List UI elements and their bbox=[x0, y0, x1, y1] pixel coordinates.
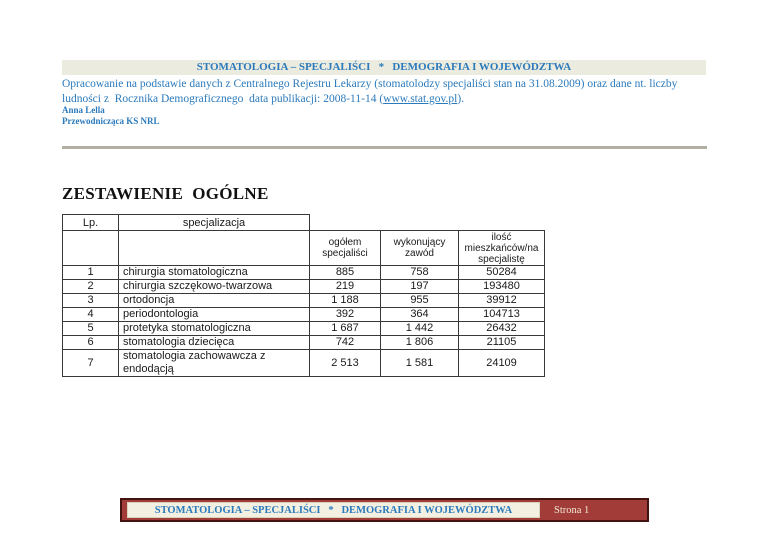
row-total: 1 188 bbox=[309, 293, 381, 308]
row-per-capita: 39912 bbox=[458, 293, 545, 308]
summary-table-container: Lp. specjalizacja ogółem specjaliści wyk… bbox=[62, 214, 545, 377]
row-total: 2 513 bbox=[309, 349, 381, 377]
row-total: 392 bbox=[309, 307, 381, 322]
footer-title: STOMATOLOGIA – SPECJALIŚCI * DEMOGRAFIA … bbox=[127, 502, 540, 518]
row-total: 885 bbox=[309, 265, 381, 280]
document-title-band: STOMATOLOGIA – SPECJALIŚCI * DEMOGRAFIA … bbox=[62, 60, 706, 75]
row-per-capita: 21105 bbox=[458, 335, 545, 350]
row-working: 364 bbox=[380, 307, 459, 322]
table-row: 3 ortodoncja 1 188 955 39912 bbox=[62, 293, 545, 308]
intro-line2-after-link: ). bbox=[457, 92, 465, 105]
intro-paragraph: Opracowanie na podstawie danych z Centra… bbox=[62, 77, 712, 106]
row-specialization: chirurgia stomatologiczna bbox=[118, 265, 310, 280]
table-row: 4 periodontologia 392 364 104713 bbox=[62, 307, 545, 322]
row-specialization: ortodoncja bbox=[118, 293, 310, 308]
author-name: Anna Lella bbox=[62, 105, 105, 115]
row-lp: 4 bbox=[62, 307, 119, 322]
row-lp: 1 bbox=[62, 265, 119, 280]
header-empty-specialization bbox=[118, 230, 310, 266]
row-specialization: protetyka stomatologiczna bbox=[118, 321, 310, 336]
row-total: 219 bbox=[309, 279, 381, 294]
table-row: 2 chirurgia szczękowo-twarzowa 219 197 1… bbox=[62, 279, 545, 294]
page-footer: STOMATOLOGIA – SPECJALIŚCI * DEMOGRAFIA … bbox=[120, 498, 649, 522]
row-working: 955 bbox=[380, 293, 459, 308]
row-per-capita: 104713 bbox=[458, 307, 545, 322]
row-working: 1 581 bbox=[380, 349, 459, 377]
stat-gov-link[interactable]: www.stat.gov.pl bbox=[383, 92, 458, 105]
author-role: Przewodnicząca KS NRL bbox=[62, 116, 160, 126]
row-specialization: periodontologia bbox=[118, 307, 310, 322]
row-specialization: stomatologia zachowawcza z endodącją bbox=[118, 349, 310, 377]
header-specialization: specjalizacja bbox=[118, 214, 310, 231]
row-lp: 6 bbox=[62, 335, 119, 350]
table-row: 6 stomatologia dziecięca 742 1 806 21105 bbox=[62, 335, 545, 350]
table-header-row-1: Lp. specjalizacja bbox=[62, 214, 545, 231]
row-per-capita: 24109 bbox=[458, 349, 545, 377]
header-lp: Lp. bbox=[62, 214, 119, 231]
section-heading: ZESTAWIENIE OGÓLNE bbox=[62, 184, 269, 203]
row-working: 1 442 bbox=[380, 321, 459, 336]
header-working: wykonujący zawód bbox=[380, 230, 459, 266]
row-specialization: stomatologia dziecięca bbox=[118, 335, 310, 350]
intro-line2-before-link: ludności z Rocznika Demograficznego data… bbox=[62, 92, 384, 105]
intro-line1: Opracowanie na podstawie danych z Centra… bbox=[62, 78, 678, 90]
row-lp: 3 bbox=[62, 293, 119, 308]
footer-page-number: Strona 1 bbox=[554, 504, 590, 516]
row-lp: 7 bbox=[62, 349, 119, 377]
table-header-row-2: ogółem specjaliści wykonujący zawód iloś… bbox=[62, 230, 545, 266]
table-row: 7 stomatologia zachowawcza z endodącją 2… bbox=[62, 349, 545, 377]
row-specialization: chirurgia szczękowo-twarzowa bbox=[118, 279, 310, 294]
row-lp: 5 bbox=[62, 321, 119, 336]
row-total: 742 bbox=[309, 335, 381, 350]
header-total-specialists: ogółem specjaliści bbox=[309, 230, 381, 266]
row-working: 197 bbox=[380, 279, 459, 294]
signature-block: Anna Lella Przewodnicząca KS NRL bbox=[62, 105, 159, 127]
horizontal-rule bbox=[62, 146, 707, 149]
row-per-capita: 26432 bbox=[458, 321, 545, 336]
row-per-capita: 193480 bbox=[458, 279, 545, 294]
summary-table: Lp. specjalizacja ogółem specjaliści wyk… bbox=[62, 214, 545, 377]
table-row: 5 protetyka stomatologiczna 1 687 1 442 … bbox=[62, 321, 545, 336]
row-lp: 2 bbox=[62, 279, 119, 294]
header-per-capita: ilość mieszkańców/na specjalistę bbox=[458, 230, 545, 266]
row-per-capita: 50284 bbox=[458, 265, 545, 280]
table-row: 1 chirurgia stomatologiczna 885 758 5028… bbox=[62, 265, 545, 280]
row-total: 1 687 bbox=[309, 321, 381, 336]
header-empty-lp bbox=[62, 230, 119, 266]
header-ghost-cell bbox=[309, 214, 545, 231]
row-working: 1 806 bbox=[380, 335, 459, 350]
row-working: 758 bbox=[380, 265, 459, 280]
